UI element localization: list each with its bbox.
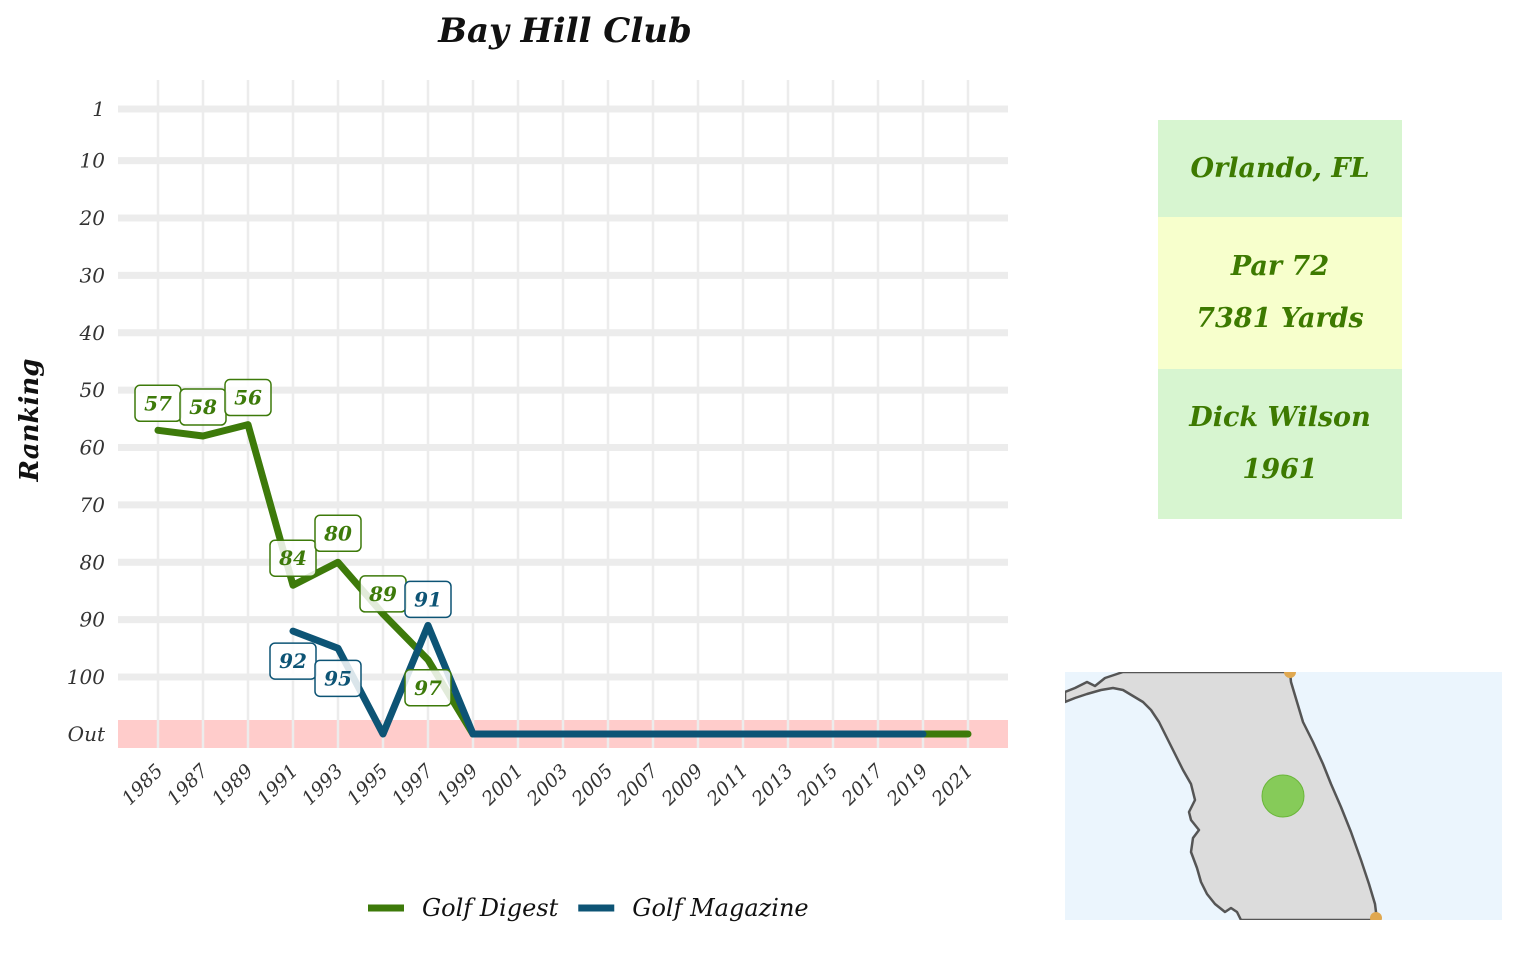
x-tick-label: 1997 bbox=[388, 759, 438, 809]
x-tick-label: 2003 bbox=[522, 760, 572, 810]
course-stats-cell: Par 72 7381 Yards bbox=[1158, 217, 1402, 369]
location-text: Orlando, FL bbox=[1190, 152, 1370, 184]
y-tick-label: Out bbox=[68, 722, 106, 746]
data-label: 80 bbox=[314, 514, 362, 553]
x-tick-label: 2011 bbox=[702, 760, 752, 810]
location-cell: Orlando, FL bbox=[1158, 120, 1402, 217]
florida-map-svg bbox=[1065, 672, 1382, 920]
x-tick-label: 2007 bbox=[612, 759, 663, 810]
legend-item: Golf Digest bbox=[368, 894, 559, 922]
x-tick-label: 1989 bbox=[208, 760, 258, 810]
data-label: 56 bbox=[224, 378, 272, 417]
svg-text:97: 97 bbox=[414, 676, 442, 700]
legend-item: Golf Magazine bbox=[578, 894, 809, 922]
y-tick-label: 10 bbox=[80, 149, 106, 173]
legend-label: Golf Magazine bbox=[632, 894, 808, 922]
chart-title: Bay Hill Club bbox=[437, 11, 692, 51]
x-tick-label: 2019 bbox=[882, 760, 932, 810]
course-location-marker bbox=[1261, 774, 1305, 818]
svg-text:92: 92 bbox=[279, 649, 307, 673]
x-tick-label: 1993 bbox=[298, 760, 348, 810]
data-label: 57 bbox=[134, 384, 182, 423]
svg-text:89: 89 bbox=[368, 582, 397, 606]
x-tick-label: 2013 bbox=[747, 760, 797, 810]
svg-text:91: 91 bbox=[414, 587, 442, 611]
x-tick-label: 2021 bbox=[927, 760, 977, 810]
florida-land bbox=[1065, 672, 1379, 920]
svg-text:80: 80 bbox=[323, 521, 352, 545]
x-tick-label: 1991 bbox=[253, 760, 303, 810]
y-tick-label: 30 bbox=[80, 263, 106, 287]
architect-text: Dick Wilson bbox=[1189, 402, 1371, 433]
x-tick-label: 1999 bbox=[433, 760, 483, 810]
y-tick-label: 60 bbox=[80, 436, 106, 460]
y-tick-label: 80 bbox=[80, 550, 106, 574]
x-tick-label: 1987 bbox=[163, 759, 213, 809]
data-label: 95 bbox=[314, 659, 362, 698]
series-line bbox=[289, 621, 927, 738]
x-tick-label: 2017 bbox=[837, 759, 888, 810]
legend: Golf Digest Golf Magazine bbox=[368, 894, 809, 922]
svg-text:84: 84 bbox=[278, 546, 307, 570]
x-tick-label: 1995 bbox=[343, 760, 393, 810]
x-tick-label: 2001 bbox=[477, 760, 527, 810]
data-label: 97 bbox=[404, 669, 452, 707]
data-label: 91 bbox=[404, 580, 452, 619]
y-tick-label: 100 bbox=[67, 665, 105, 689]
x-tick-label: 1985 bbox=[118, 760, 168, 810]
series-lines bbox=[154, 421, 972, 738]
y-tick-label: 90 bbox=[80, 608, 106, 632]
yardage-text: 7381 Yards bbox=[1196, 303, 1364, 334]
y-tick-labels: 1 10 20 30 40 50 60 70 80 90 100 Out bbox=[67, 97, 106, 746]
svg-text:58: 58 bbox=[189, 395, 217, 419]
x-tick-label: 2009 bbox=[657, 760, 707, 810]
architect-cell: Dick Wilson 1961 bbox=[1158, 369, 1402, 519]
course-info-panel: Orlando, FL Par 72 7381 Yards Dick Wilso… bbox=[1158, 120, 1402, 519]
data-labels: 57 58 56 84 80 89 97 92 95 91 bbox=[134, 378, 452, 707]
location-map bbox=[1065, 672, 1502, 920]
data-label: 58 bbox=[179, 388, 227, 426]
year-built-text: 1961 bbox=[1242, 454, 1318, 485]
data-label: 92 bbox=[269, 642, 317, 680]
other-location-marker bbox=[1370, 912, 1382, 920]
svg-text:56: 56 bbox=[234, 386, 262, 410]
data-label: 84 bbox=[269, 539, 317, 577]
other-location-marker bbox=[1284, 672, 1296, 678]
x-tick-label: 2005 bbox=[567, 760, 617, 810]
y-tick-label: 40 bbox=[79, 321, 106, 345]
y-tick-label: 1 bbox=[92, 97, 105, 121]
y-tick-label: 70 bbox=[80, 493, 106, 517]
x-tick-labels: 1985198719891991199319951997199920012003… bbox=[118, 759, 978, 810]
legend-label: Golf Digest bbox=[422, 894, 559, 922]
x-tick-label: 2015 bbox=[792, 760, 842, 810]
y-axis-label: Ranking bbox=[15, 359, 45, 483]
y-tick-label: 20 bbox=[79, 206, 106, 230]
y-tick-label: 50 bbox=[80, 378, 106, 402]
par-text: Par 72 bbox=[1230, 251, 1330, 282]
svg-text:57: 57 bbox=[144, 391, 172, 415]
svg-text:95: 95 bbox=[324, 666, 352, 690]
data-label: 89 bbox=[359, 575, 407, 613]
